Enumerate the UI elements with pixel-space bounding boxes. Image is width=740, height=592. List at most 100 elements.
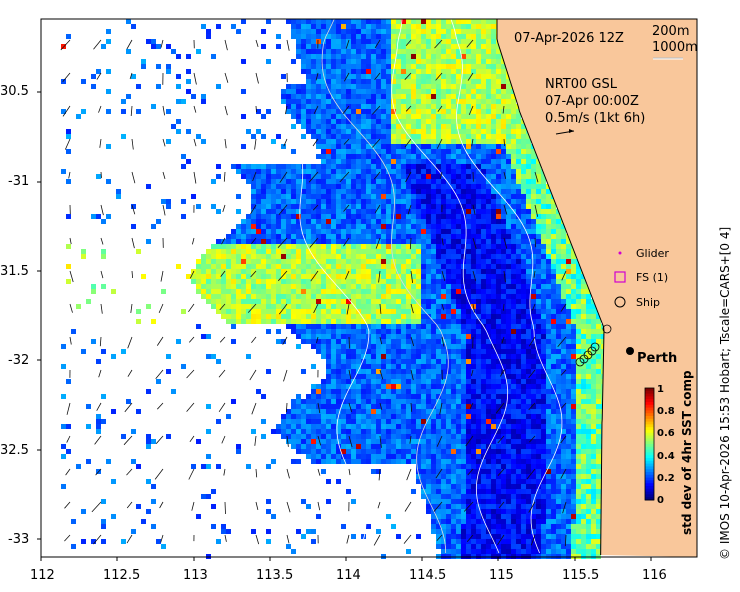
colorbar-segment <box>645 472 654 476</box>
current-vector <box>99 336 102 347</box>
current-vector <box>317 468 321 476</box>
colorbar-segment <box>645 446 654 451</box>
colorbar-segment <box>645 474 654 479</box>
fs-marker-icon <box>614 271 626 283</box>
x-tick-114: 114 <box>336 568 361 583</box>
current-vector <box>251 336 257 343</box>
current-vector <box>160 534 164 543</box>
current-vector <box>131 270 133 279</box>
current-vector <box>407 204 412 215</box>
current-vector <box>250 270 257 278</box>
colorbar-segment <box>645 421 654 425</box>
current-vector <box>154 468 164 480</box>
current-vector <box>435 468 443 479</box>
current-vector <box>162 105 165 116</box>
current-vector <box>188 336 195 343</box>
current-vector <box>441 336 445 347</box>
current-vector <box>62 105 71 117</box>
current-vector <box>526 468 536 480</box>
current-vector <box>379 336 383 345</box>
colorbar-segment <box>645 393 654 397</box>
current-vector <box>502 105 505 114</box>
current-vector <box>131 171 136 184</box>
current-vector <box>316 336 319 344</box>
colorbar-frame <box>644 387 655 501</box>
current-vector <box>439 402 443 415</box>
current-vector <box>247 303 257 313</box>
current-vector <box>100 303 103 314</box>
city-label-perth: Perth <box>637 351 678 366</box>
x-tick-113.5: 113.5 <box>256 568 294 583</box>
current-vector <box>410 336 415 347</box>
colorbar-segment <box>645 466 654 470</box>
colorbar-segment <box>645 430 654 434</box>
current-vector <box>286 402 288 413</box>
current-vector <box>346 534 350 544</box>
current-vector <box>69 270 74 283</box>
current-vector <box>69 303 73 313</box>
current-vector <box>155 369 164 379</box>
current-vector <box>557 336 567 348</box>
current-vector <box>156 336 164 346</box>
current-vector <box>533 270 536 278</box>
current-vector <box>219 303 226 311</box>
current-vector <box>251 402 257 415</box>
current-vector <box>69 336 72 345</box>
colorbar-segment <box>645 469 654 473</box>
current-vector <box>193 105 197 113</box>
current-vector <box>467 468 474 476</box>
current-vector <box>191 501 195 511</box>
current-vector <box>348 402 352 413</box>
current-vector <box>254 138 257 150</box>
legend-ship-label: Ship <box>636 296 660 309</box>
current-vector <box>283 369 288 382</box>
current-vector <box>278 303 288 315</box>
colorbar-title: std dev of 4hr SST comp <box>680 370 694 535</box>
current-vector <box>404 72 412 80</box>
current-vector <box>160 39 164 48</box>
current-vector <box>564 534 567 547</box>
date-label: 07-Apr-2026 12Z <box>514 31 624 46</box>
current-vector <box>372 138 381 148</box>
legend-fs-label: FS (1) <box>636 271 669 284</box>
coastline <box>496 19 605 556</box>
current-vector <box>160 270 164 282</box>
y-axis-ticks <box>37 91 41 540</box>
current-vector <box>433 501 443 512</box>
current-vector <box>255 72 259 84</box>
current-vector <box>343 138 350 145</box>
colorbar-tick-0.8: 0.8 <box>657 406 675 417</box>
current-vector <box>373 171 381 180</box>
colorbar-segment <box>645 491 654 495</box>
current-vector <box>500 369 505 377</box>
current-vector <box>223 171 226 182</box>
current-vector <box>255 39 259 48</box>
current-vector <box>560 369 567 376</box>
colorbar-segment <box>645 402 654 406</box>
current-source-label: NRT00 GSL <box>545 77 617 92</box>
current-vector <box>98 105 102 113</box>
current-vector <box>285 105 288 115</box>
current-vector <box>409 435 412 444</box>
current-vector <box>224 138 227 149</box>
current-vector <box>255 105 257 113</box>
current-vector <box>503 303 505 311</box>
current-vector <box>100 171 102 179</box>
current-vector <box>188 303 195 313</box>
current-vector <box>162 204 166 216</box>
current-vector <box>348 468 351 476</box>
current-vector <box>60 39 71 51</box>
current-vector <box>467 72 474 81</box>
current-vector <box>317 501 321 511</box>
current-vector <box>529 435 536 443</box>
depth-200-label: 200m <box>652 24 690 39</box>
current-vector <box>348 336 350 349</box>
current-vector <box>186 369 195 379</box>
perth-marker-icon <box>626 347 634 355</box>
current-vector <box>410 270 413 283</box>
current-vector <box>224 534 227 542</box>
current-vector <box>561 402 567 409</box>
current-vector <box>277 237 288 248</box>
current-vector <box>472 303 475 313</box>
colorbar-segment <box>645 432 654 437</box>
